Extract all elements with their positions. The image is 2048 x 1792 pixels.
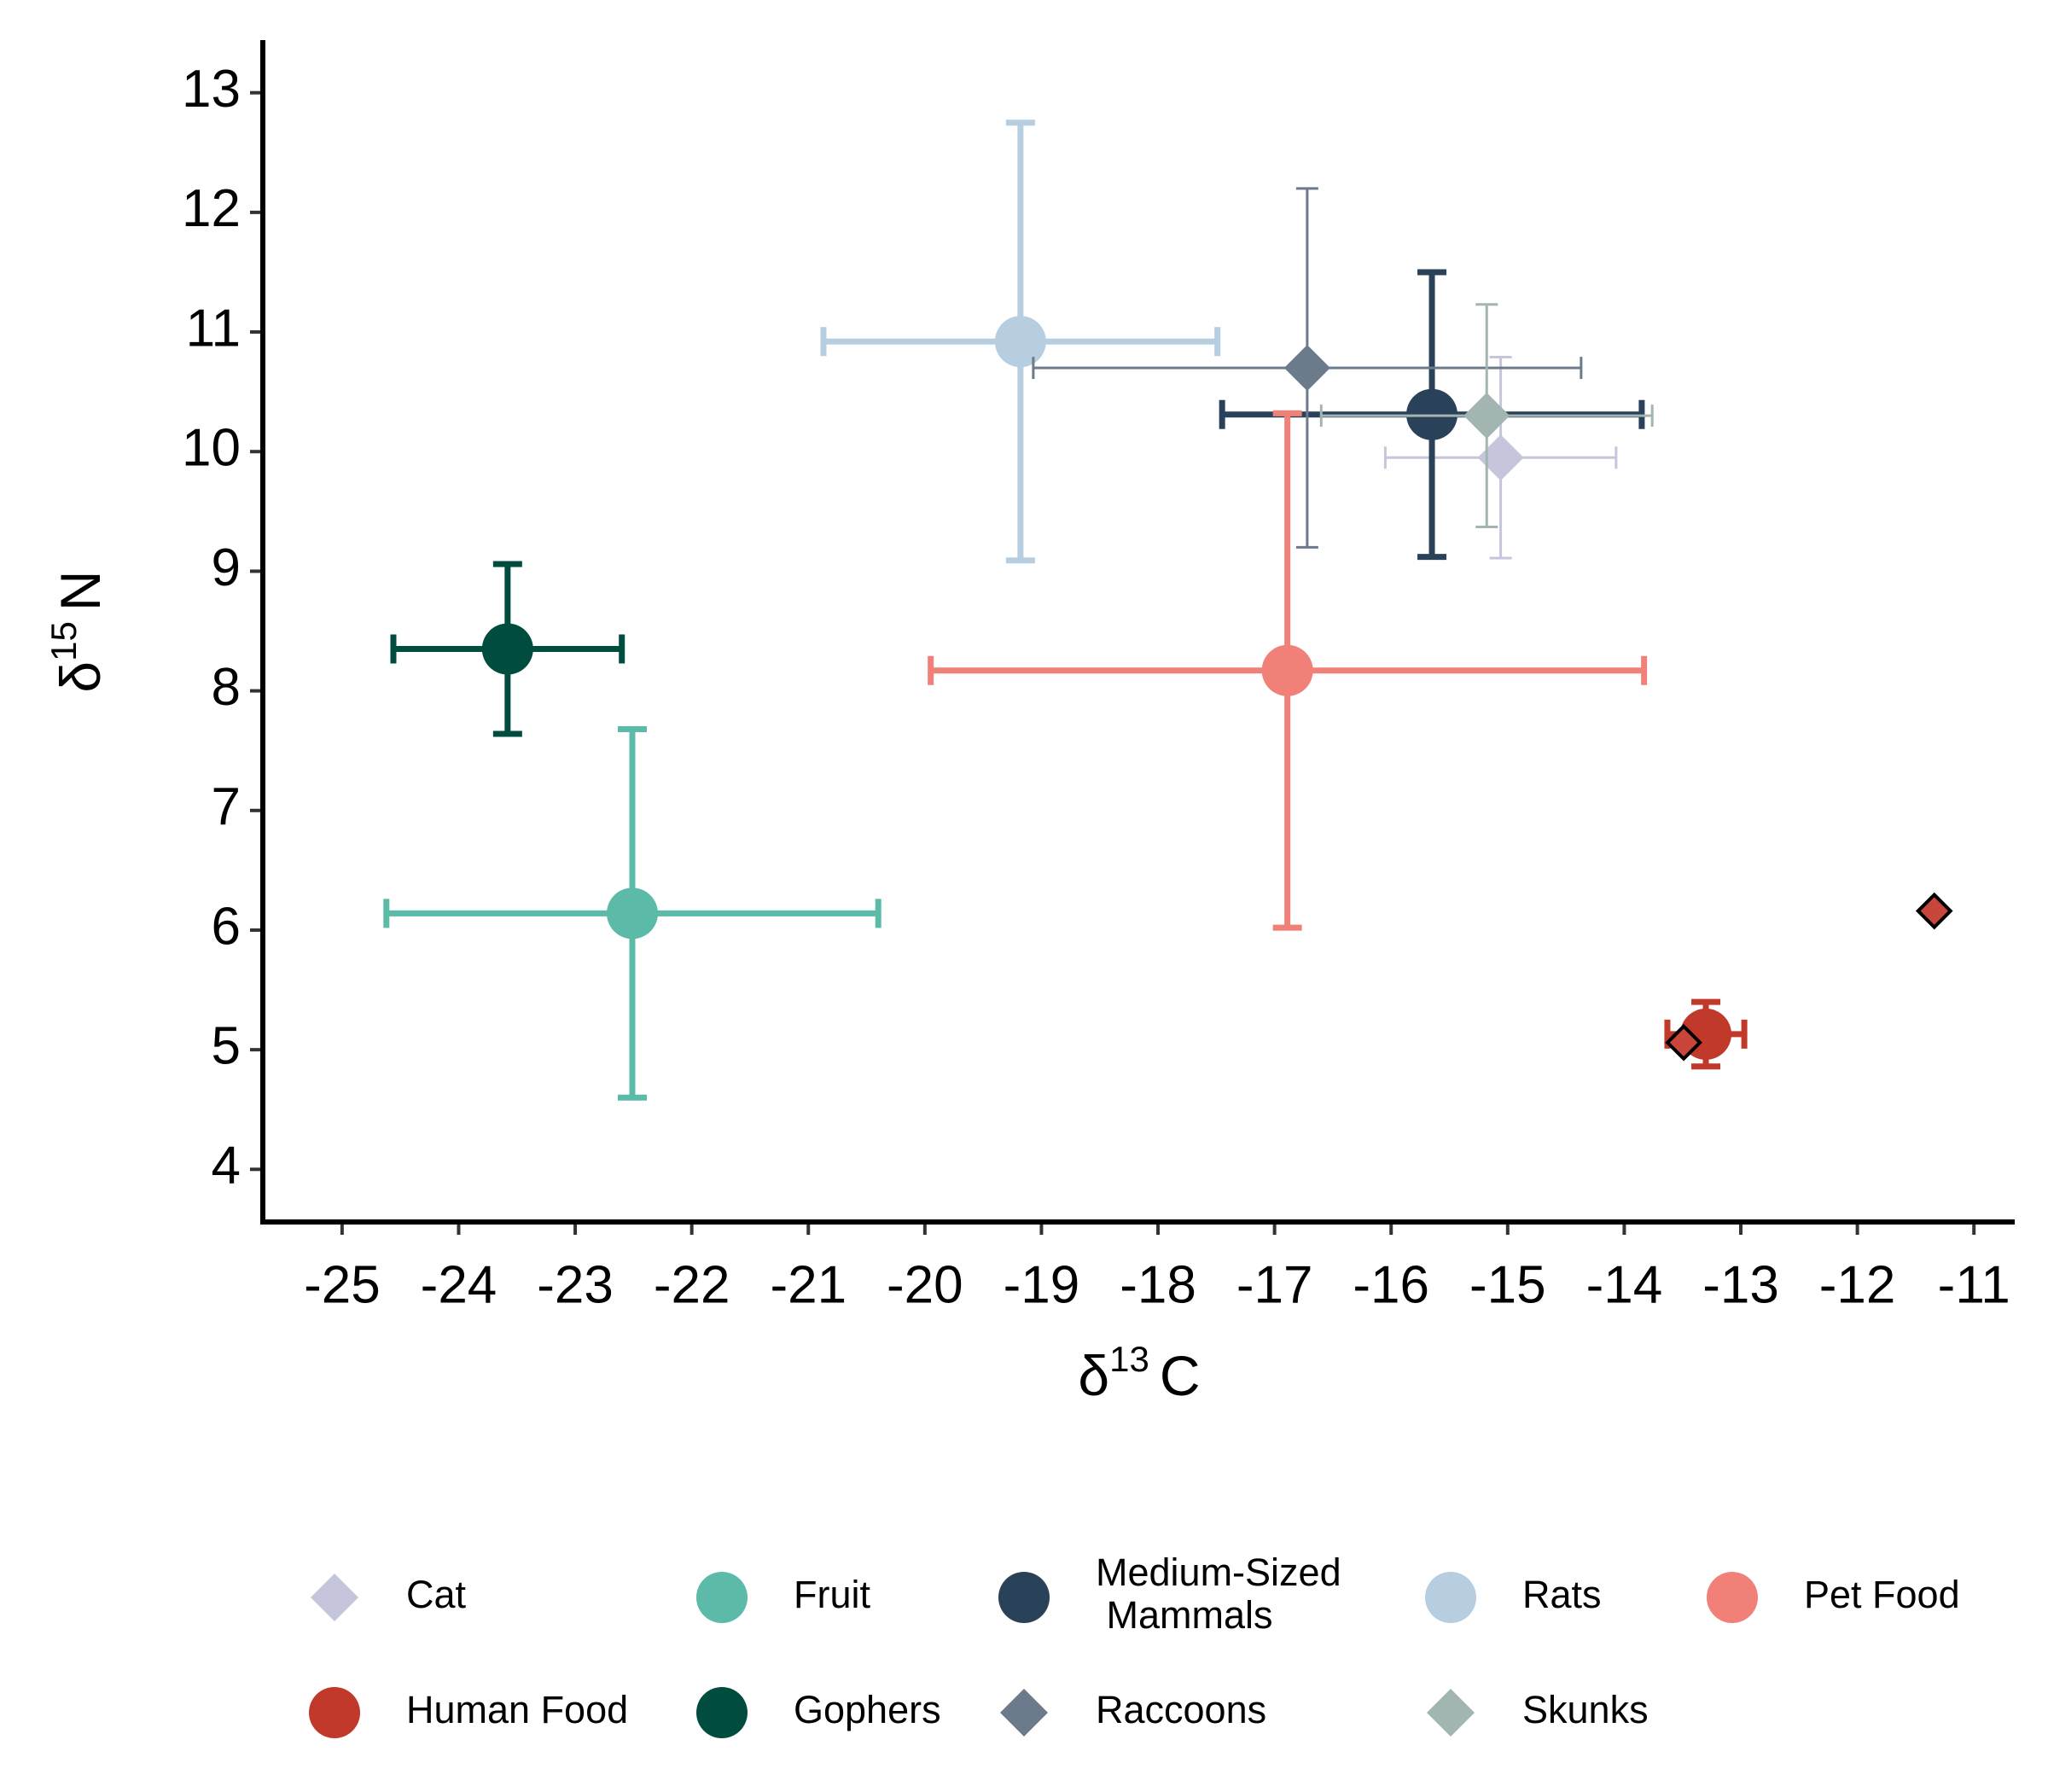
legend-marker xyxy=(1707,1572,1758,1623)
legend-marker xyxy=(309,1687,360,1738)
y-title-superscript: 15 xyxy=(44,621,84,661)
x-tick-label: -17 xyxy=(1236,1255,1313,1314)
point xyxy=(1261,644,1313,696)
legend-label: Medium-Sized Mammals xyxy=(1096,1551,1341,1637)
y-tick-label: 12 xyxy=(182,179,241,238)
point xyxy=(1283,345,1330,392)
y-tick-label: 13 xyxy=(182,60,241,119)
legend-marker xyxy=(696,1572,748,1623)
x-axis-title: δ13 C xyxy=(1078,1339,1200,1407)
legend-marker xyxy=(1427,1689,1475,1737)
y-tick-label: 6 xyxy=(212,897,241,956)
y-tick-label: 7 xyxy=(212,777,241,836)
x-tick-label: -23 xyxy=(537,1255,614,1314)
x-tick-label: -15 xyxy=(1469,1255,1546,1314)
legend-label: Human Food xyxy=(406,1688,628,1731)
x-tick-label: -25 xyxy=(304,1255,381,1314)
x-tick-label: -20 xyxy=(887,1255,963,1314)
x-tick-label: -18 xyxy=(1120,1255,1196,1314)
legend-label: Gophers xyxy=(794,1688,941,1731)
y-tick-label: 10 xyxy=(182,419,241,478)
legend-label: Fruit xyxy=(794,1573,870,1616)
highlight-point xyxy=(1665,1023,1702,1062)
point xyxy=(1463,393,1510,439)
legend-marker xyxy=(311,1574,358,1621)
x-title-superscript: 13 xyxy=(1109,1339,1149,1379)
y-tick-label: 8 xyxy=(212,658,241,717)
x-title-text: C xyxy=(1160,1344,1201,1407)
x-title-symbol: δ xyxy=(1078,1344,1109,1407)
x-tick-label: -13 xyxy=(1702,1255,1779,1314)
x-tick-label: -22 xyxy=(654,1255,730,1314)
x-tick-label: -14 xyxy=(1586,1255,1663,1314)
y-title-symbol: δ xyxy=(49,661,112,693)
point xyxy=(1477,434,1524,481)
legend-marker xyxy=(1425,1572,1476,1623)
point xyxy=(481,623,533,675)
x-tick-label: -21 xyxy=(770,1255,847,1314)
error-bars xyxy=(820,119,1221,564)
y-tick-label: 5 xyxy=(212,1017,241,1076)
y-axis-title: δ15 N xyxy=(44,570,112,692)
legend-marker xyxy=(1000,1689,1048,1737)
x-tick-label: -24 xyxy=(421,1255,497,1314)
legend-marker xyxy=(998,1572,1050,1623)
x-tick-label: -12 xyxy=(1819,1255,1896,1314)
y-tick-label: 11 xyxy=(186,299,241,358)
legend-marker xyxy=(696,1687,748,1738)
y-title-text: N xyxy=(49,570,112,611)
y-tick-label: 9 xyxy=(212,538,241,597)
legend-label: Rats xyxy=(1522,1573,1602,1616)
highlight-point xyxy=(1915,892,1953,930)
legend-label: Skunks xyxy=(1522,1688,1649,1731)
x-tick-label: -11 xyxy=(1938,1255,2010,1314)
legend-label: Cat xyxy=(406,1573,467,1616)
point xyxy=(607,887,659,940)
y-tick-label: 4 xyxy=(212,1137,241,1196)
point xyxy=(994,316,1046,368)
legend-label: Raccoons xyxy=(1096,1688,1266,1731)
x-tick-label: -19 xyxy=(1004,1255,1080,1314)
legend-label: Pet Food xyxy=(1804,1573,1960,1616)
x-tick-label: -16 xyxy=(1353,1255,1429,1314)
